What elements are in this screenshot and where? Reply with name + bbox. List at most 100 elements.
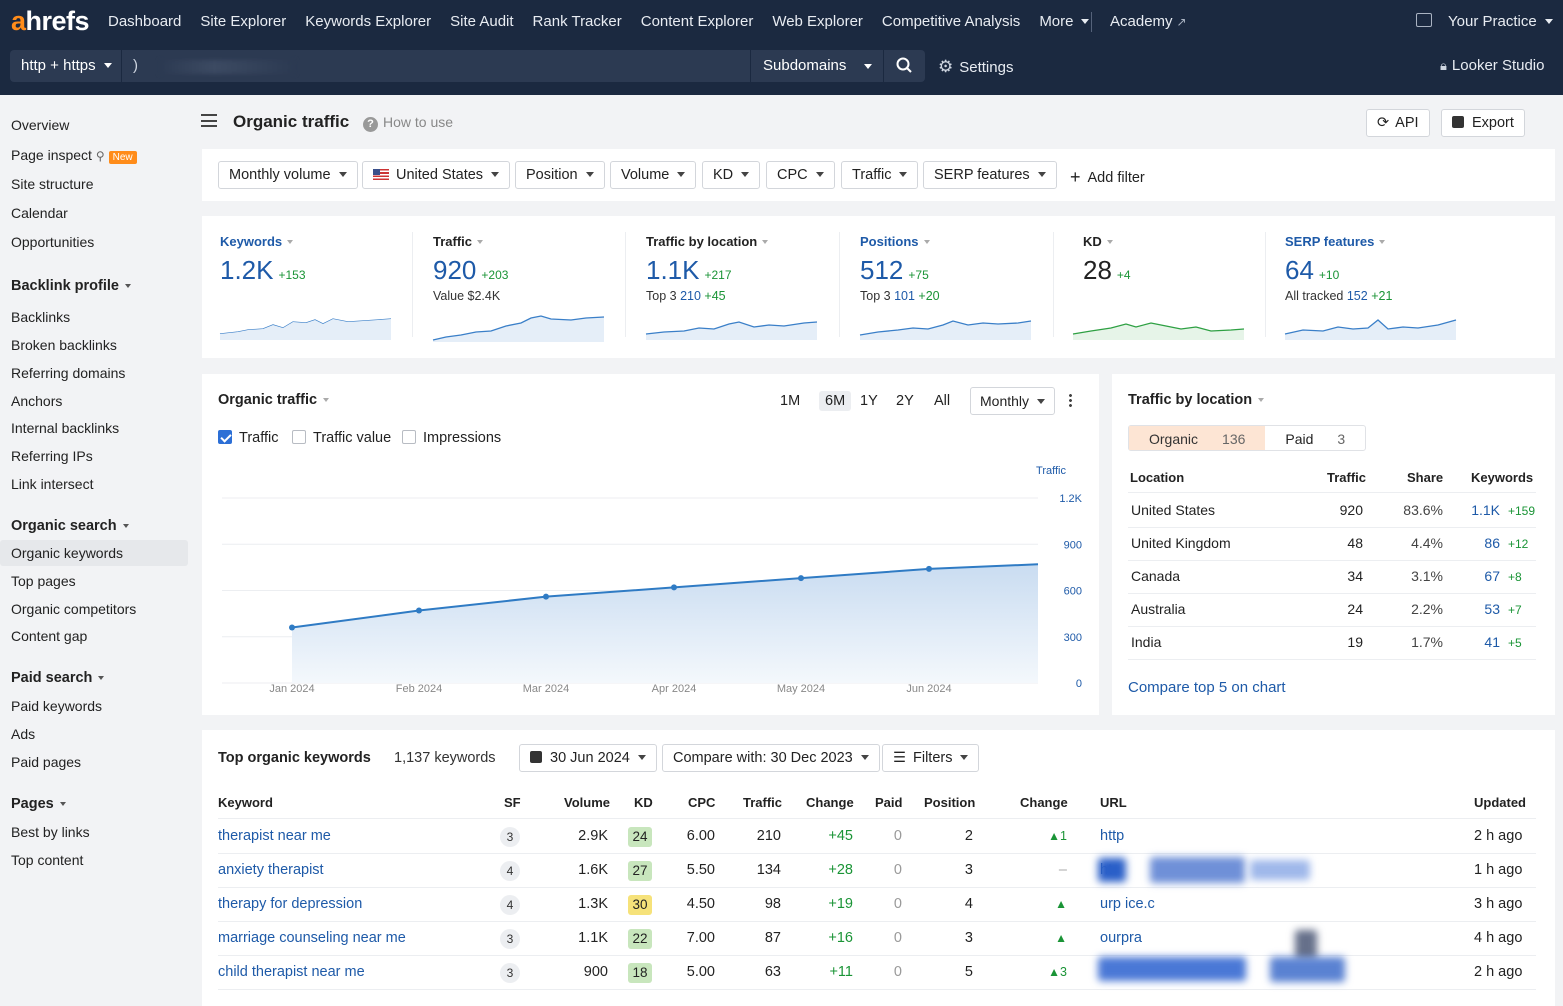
traffic-point[interactable]	[543, 593, 549, 600]
col-volume[interactable]: Volume	[564, 795, 610, 810]
target-url-input[interactable]: )	[133, 57, 138, 74]
nav-keywords-explorer[interactable]: Keywords Explorer	[305, 13, 432, 30]
col-cpc[interactable]: CPC	[688, 795, 716, 810]
academy-link[interactable]: Academy ↗	[1110, 13, 1187, 30]
sidebar-item-calendar[interactable]: Calendar	[11, 205, 68, 221]
filter-monthly-volume[interactable]: Monthly volume	[218, 161, 358, 189]
sidebar-item-organic-competitors[interactable]: Organic competitors	[11, 601, 137, 617]
range-6m[interactable]: 6M	[819, 391, 852, 411]
compare-top5-link[interactable]: Compare top 5 on chart	[1128, 679, 1286, 696]
traffic-point[interactable]	[798, 575, 804, 582]
sidebar-item-referring-ips[interactable]: Referring IPs	[11, 448, 93, 464]
sidebar-item-overview[interactable]: Overview	[11, 117, 70, 133]
sf-count-badge[interactable]: 3	[500, 929, 520, 949]
filter-country[interactable]: United States	[362, 161, 511, 189]
nav-dashboard[interactable]: Dashboard	[108, 13, 182, 30]
ranking-url-link[interactable]: http	[1100, 828, 1125, 844]
filter-traffic[interactable]: Traffic	[841, 161, 919, 189]
checkbox-traffic-value[interactable]: Traffic value	[292, 430, 391, 446]
tab-paid[interactable]: Paid 3	[1285, 431, 1346, 447]
sidebar-item-top-pages[interactable]: Top pages	[11, 573, 76, 589]
nav-site-explorer[interactable]: Site Explorer	[200, 13, 287, 30]
traffic-point[interactable]	[926, 565, 932, 572]
col-kd[interactable]: KD	[634, 795, 653, 810]
keyword-link[interactable]: therapist near me	[218, 828, 331, 844]
location-title[interactable]: Traffic by location	[1128, 392, 1265, 408]
metric-traffic-label[interactable]: Traffic	[433, 234, 484, 249]
sidebar-item-internal-backlinks[interactable]: Internal backlinks	[11, 420, 120, 436]
metric-positions-label[interactable]: Positions	[860, 234, 930, 249]
sidebar-item-referring-domains[interactable]: Referring domains	[11, 365, 126, 381]
col-updated[interactable]: Updated	[1474, 795, 1526, 810]
location-keywords-link[interactable]: 86	[1484, 535, 1500, 551]
range-1m[interactable]: 1M	[780, 393, 801, 409]
sf-count-badge[interactable]: 3	[500, 827, 520, 847]
sf-count-badge[interactable]: 3	[500, 963, 520, 983]
metric-serp-label[interactable]: SERP features	[1285, 234, 1386, 249]
sidebar-item-paid-pages[interactable]: Paid pages	[11, 754, 82, 770]
search-button[interactable]	[883, 50, 925, 82]
checkbox-impressions[interactable]: Impressions	[402, 430, 501, 446]
traffic-point[interactable]	[416, 607, 422, 614]
sidebar-item-page-inspect[interactable]: Page inspect ⚲ New	[11, 147, 137, 164]
keyword-link[interactable]: anxiety therapist	[218, 862, 324, 878]
settings-button[interactable]: ⚙ Settings	[938, 57, 1014, 76]
sf-count-badge[interactable]: 4	[500, 895, 520, 915]
filter-position[interactable]: Position	[515, 161, 605, 189]
location-keywords-link[interactable]: 41	[1484, 634, 1500, 650]
location-keywords-link[interactable]: 67	[1484, 568, 1500, 584]
metric-keywords-label[interactable]: Keywords	[220, 234, 294, 249]
traffic-point[interactable]	[289, 624, 295, 631]
interval-select[interactable]: Monthly	[970, 387, 1056, 415]
sidebar-item-top-content[interactable]: Top content	[11, 852, 84, 868]
tab-organic[interactable]: Organic 136	[1129, 426, 1266, 450]
col-keyword[interactable]: Keyword	[218, 795, 273, 810]
looker-studio-link[interactable]: 🔒︎ Looker Studio	[1440, 57, 1545, 74]
location-keywords-link[interactable]: 1.1K	[1471, 502, 1500, 518]
mode-select[interactable]: Subdomains	[750, 50, 882, 82]
nav-rank-tracker[interactable]: Rank Tracker	[532, 13, 622, 30]
col-traffic[interactable]: Traffic	[1327, 470, 1367, 485]
col-paid[interactable]: Paid	[875, 795, 903, 810]
menu-toggle-icon[interactable]	[201, 114, 217, 127]
filter-serp-features[interactable]: SERP features	[923, 161, 1057, 189]
keyword-link[interactable]: marriage counseling near me	[218, 930, 406, 946]
ranking-url-link[interactable]: ourpra	[1100, 930, 1142, 946]
sf-count-badge[interactable]: 4	[500, 861, 520, 881]
sidebar-item-opportunities[interactable]: Opportunities	[11, 234, 95, 250]
ranking-url-link[interactable]: urp ice.c	[1100, 896, 1155, 912]
ahrefs-logo[interactable]: ahrefs	[11, 6, 90, 36]
col-sf[interactable]: SF	[504, 795, 521, 810]
sidebar-item-organic-keywords[interactable]: Organic keywords	[0, 540, 188, 566]
sidebar-item-best-by-links[interactable]: Best by links	[11, 824, 90, 840]
col-traffic[interactable]: Traffic	[743, 795, 783, 810]
how-to-use-link[interactable]: ? How to use	[363, 114, 453, 132]
sidebar-item-anchors[interactable]: Anchors	[11, 393, 63, 409]
sidebar-item-content-gap[interactable]: Content gap	[11, 628, 88, 644]
traffic-point[interactable]	[671, 584, 677, 591]
range-2y[interactable]: 2Y	[896, 393, 914, 409]
date-select[interactable]: 30 Jun 2024	[519, 744, 657, 772]
sidebar-item-broken-backlinks[interactable]: Broken backlinks	[11, 337, 117, 353]
nav-competitive-analysis[interactable]: Competitive Analysis	[881, 13, 1021, 30]
col-keywords[interactable]: Keywords	[1471, 470, 1534, 485]
filter-volume[interactable]: Volume	[610, 161, 697, 189]
nav-web-explorer[interactable]: Web Explorer	[772, 13, 863, 30]
sidebar-section-pages[interactable]: Pages	[11, 796, 66, 812]
nav-content-explorer[interactable]: Content Explorer	[640, 13, 754, 30]
filter-kd[interactable]: KD	[702, 161, 761, 189]
keyword-link[interactable]: child therapist near me	[218, 964, 365, 980]
metric-kd-label[interactable]: KD	[1083, 234, 1113, 249]
sidebar-item-paid-keywords[interactable]: Paid keywords	[11, 698, 103, 714]
nav-site-audit[interactable]: Site Audit	[450, 13, 514, 30]
chart-title[interactable]: Organic traffic	[218, 392, 330, 408]
col-position[interactable]: Position	[924, 795, 976, 810]
range-all[interactable]: All	[934, 393, 951, 409]
location-keywords-link[interactable]: 53	[1484, 601, 1500, 617]
sidebar-section-organic-search[interactable]: Organic search	[11, 518, 129, 534]
protocol-select[interactable]: http + https	[10, 50, 122, 82]
range-1y[interactable]: 1Y	[860, 393, 878, 409]
checkbox-traffic[interactable]: Traffic	[218, 430, 278, 446]
col-change[interactable]: Change	[806, 795, 854, 810]
sidebar-item-backlinks[interactable]: Backlinks	[11, 309, 71, 325]
